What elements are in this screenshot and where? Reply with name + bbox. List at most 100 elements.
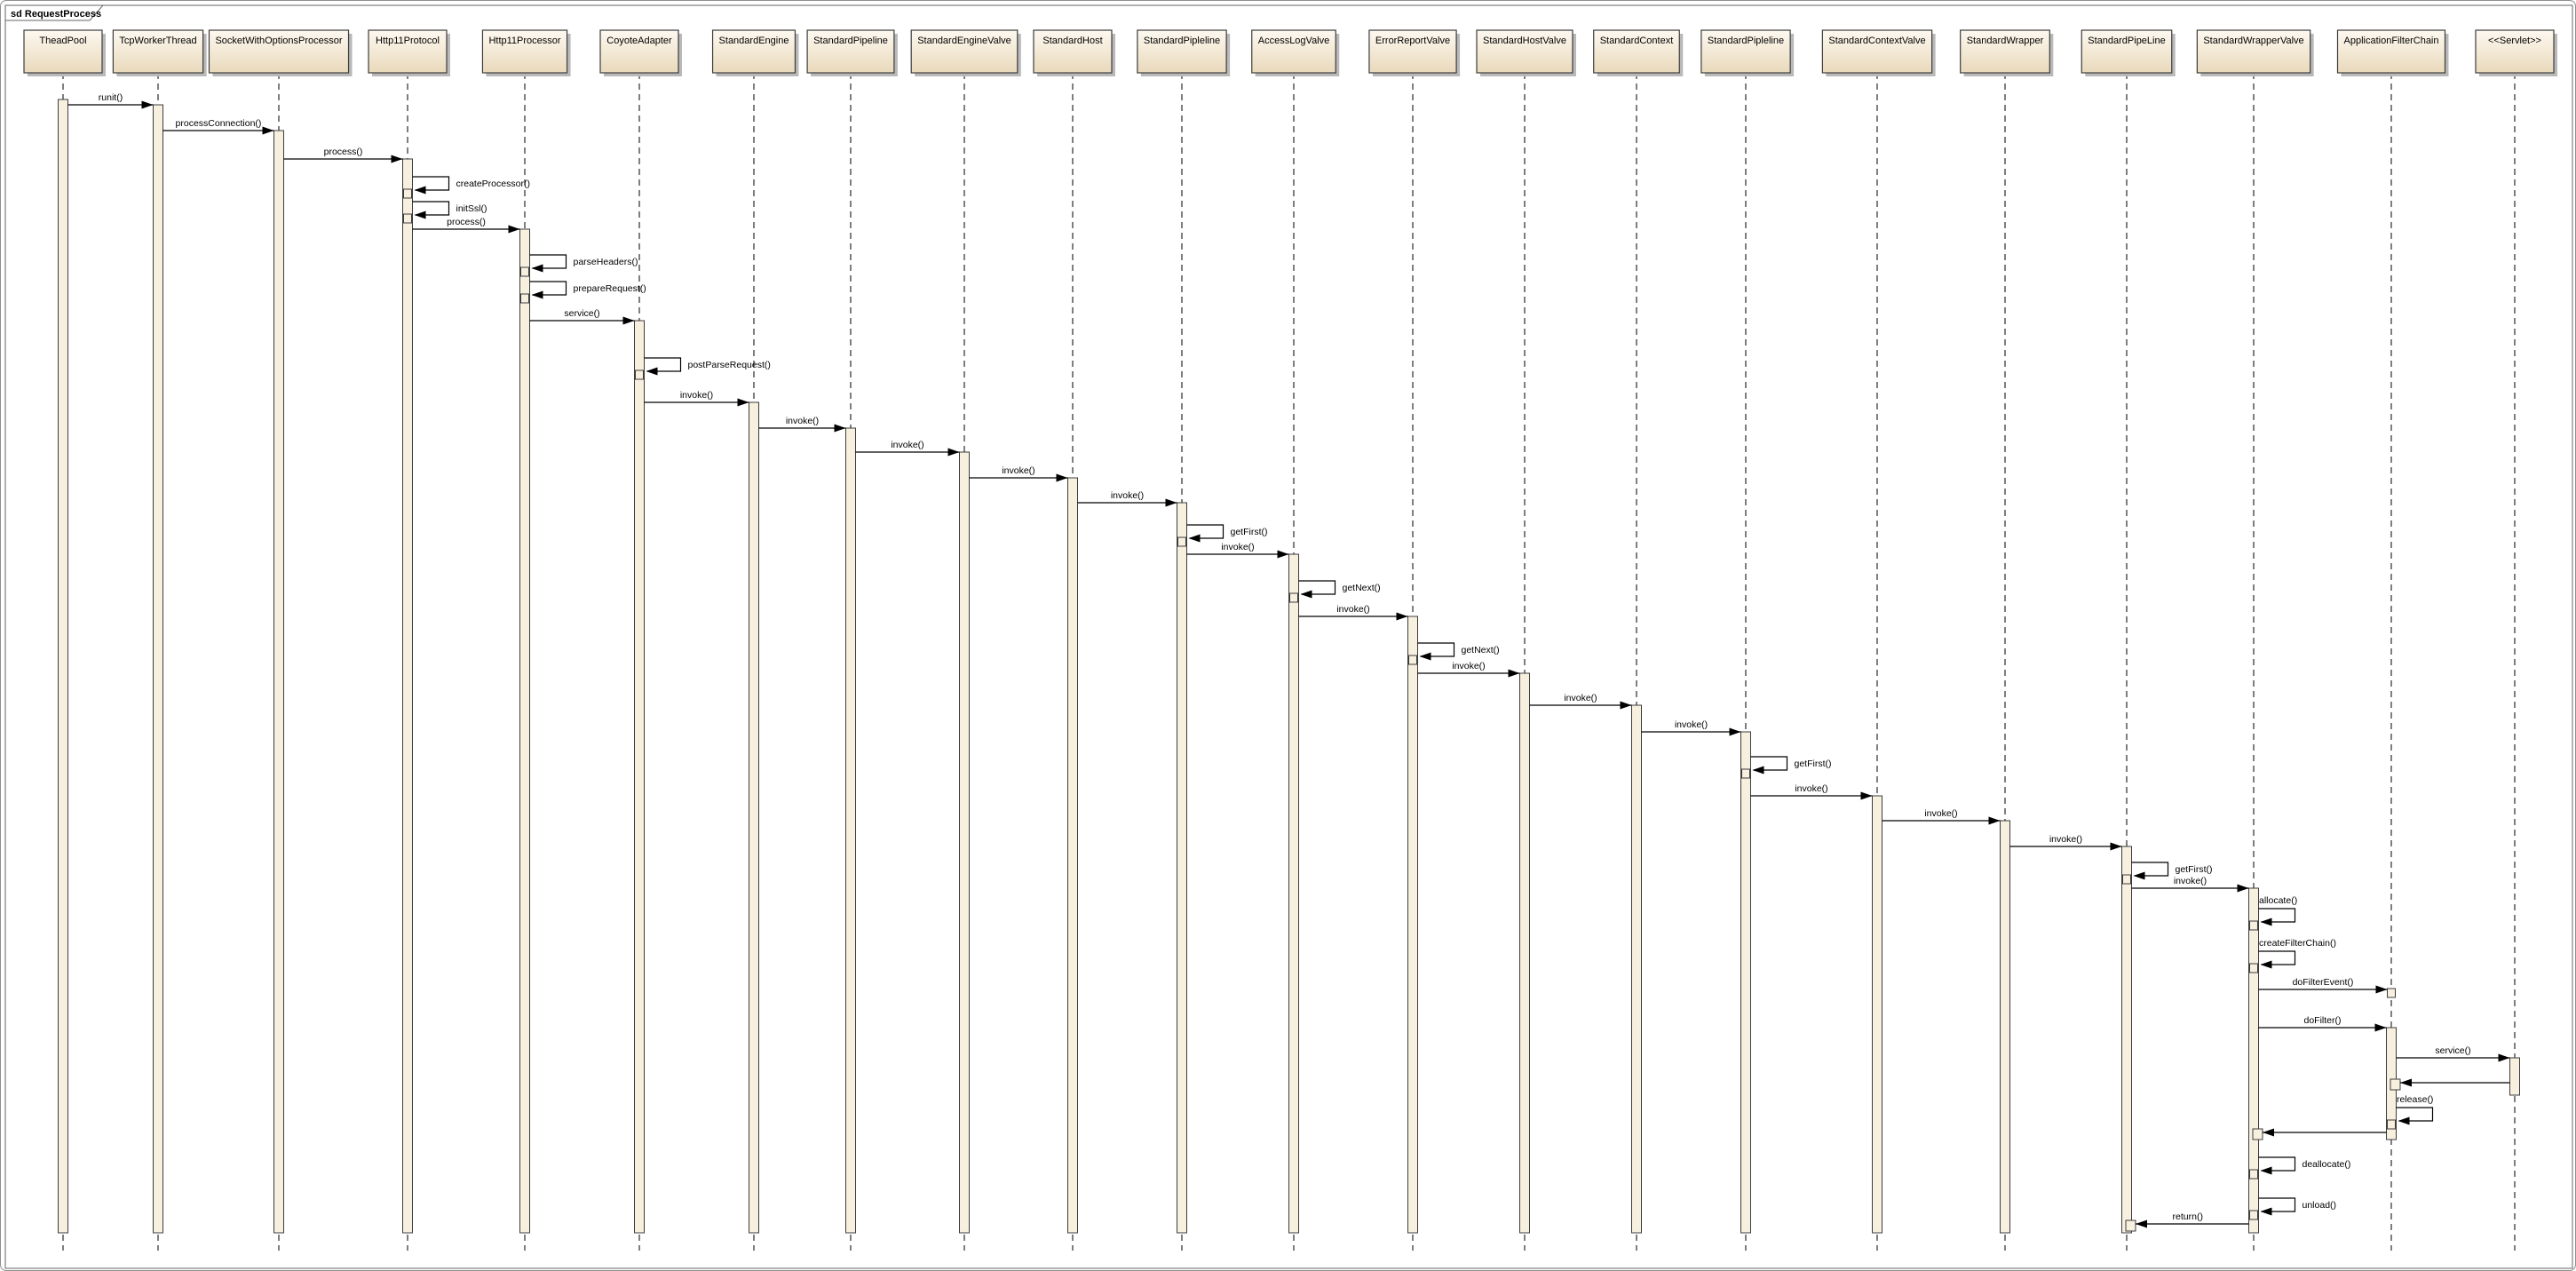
message-self: getNext() xyxy=(1289,580,1381,603)
message-label: invoke() xyxy=(1924,808,1957,819)
nested-activation-box xyxy=(2122,874,2131,885)
message-arrowhead xyxy=(414,211,426,219)
participant-name: <<Servlet>> xyxy=(2488,36,2541,46)
self-message-line xyxy=(1298,580,1336,595)
message-call: invoke() xyxy=(644,390,749,407)
message-arrowhead xyxy=(1988,816,2001,825)
activation-bar xyxy=(2509,1057,2520,1096)
participant-box: StandardPipleline xyxy=(1137,29,1231,76)
message-arrowhead xyxy=(622,316,635,325)
message-arrowhead xyxy=(391,155,403,163)
participant-rect xyxy=(1368,29,1457,74)
activation-bar xyxy=(959,451,970,1234)
activation-bar xyxy=(634,320,645,1234)
message-call: invoke() xyxy=(1529,693,1632,710)
message-self: getFirst() xyxy=(1177,524,1268,547)
participant-name: SocketWithOptionsProcessor xyxy=(215,36,342,46)
message-self: getFirst() xyxy=(1741,756,1832,779)
message-arrowhead xyxy=(2260,1166,2272,1175)
participant-rect xyxy=(1700,29,1791,74)
frame-tab xyxy=(4,4,105,21)
participant-name: StandardHostValve xyxy=(1483,36,1566,46)
participant-rect xyxy=(2336,29,2446,74)
self-message-line xyxy=(2258,908,2296,923)
message-label: invoke() xyxy=(1675,719,1708,730)
message-arrowhead xyxy=(141,100,154,109)
participant-name: TheadPool xyxy=(39,36,86,46)
message-label: release() xyxy=(2397,1094,2433,1105)
participant-rect xyxy=(1593,29,1680,74)
nested-activation-box xyxy=(2249,1210,2258,1220)
participant-name: ErrorReportValve xyxy=(1375,36,1450,46)
participant-box: Http11Processor xyxy=(481,29,571,76)
message-call: invoke() xyxy=(1882,808,2001,825)
nested-activation-box xyxy=(2387,988,2396,998)
message-call: invoke() xyxy=(1186,542,1289,559)
participant-box: StandardWrapper xyxy=(1960,29,2054,76)
message-self: createProcessor() xyxy=(403,176,530,199)
message-label: unload() xyxy=(2303,1200,2337,1211)
message-label: doFilterEvent() xyxy=(2293,977,2354,988)
activation-bar xyxy=(1631,704,1642,1234)
activation-bar xyxy=(845,427,856,1234)
participant-rect xyxy=(599,29,679,74)
message-self: createFilterChain() xyxy=(2249,938,2336,973)
participant-name: StandardContext xyxy=(1600,36,1674,46)
participant-name: Http11Processor xyxy=(488,36,560,46)
message-label: invoke() xyxy=(1795,783,1827,794)
message-call: invoke() xyxy=(1077,490,1177,507)
message-self: getNext() xyxy=(1408,642,1500,665)
message-label: service() xyxy=(564,308,599,319)
message-call: processConnection() xyxy=(162,118,274,135)
message-label: getFirst() xyxy=(1231,527,1268,537)
self-message-line xyxy=(2258,950,2296,965)
participant-name: StandardWrapper xyxy=(1967,36,2044,46)
participant-rect xyxy=(1476,29,1573,74)
participant-rect xyxy=(1960,29,2050,74)
participant-box: StandardHost xyxy=(1033,29,1115,76)
message-self: prepareRequest() xyxy=(520,281,646,304)
message-self: getFirst() xyxy=(2122,862,2213,885)
message-call: invoke() xyxy=(1417,661,1520,678)
message-arrowhead xyxy=(262,126,274,135)
participant-box: Http11Protocol xyxy=(368,29,450,76)
activation-bar xyxy=(749,401,759,1234)
participant-box: CoyoteAdapter xyxy=(599,29,682,76)
participant-name: StandardPipleline xyxy=(1144,36,1220,46)
message-self: postParseRequest() xyxy=(635,357,771,380)
message-self: unload() xyxy=(2249,1197,2337,1220)
message-return xyxy=(2252,1128,2387,1140)
activation-bar xyxy=(1519,672,1530,1234)
nested-activation-box xyxy=(403,188,412,199)
message-label: return() xyxy=(2173,1211,2203,1222)
activation-bar xyxy=(2121,846,2132,1234)
message-arrowhead xyxy=(1396,612,1408,621)
message-label: parseHeaders() xyxy=(574,257,638,267)
message-label: getNext() xyxy=(1462,645,1500,655)
message-arrowhead xyxy=(2110,842,2122,851)
message-arrowhead xyxy=(2260,960,2272,969)
nested-activation-box xyxy=(635,369,644,380)
message-self: allocate() xyxy=(2249,895,2297,931)
message-arrowhead xyxy=(1277,550,1289,559)
message-arrowhead xyxy=(531,264,543,273)
message-label: invoke() xyxy=(2174,876,2207,886)
message-label: service() xyxy=(2435,1045,2470,1056)
nested-activation-box xyxy=(520,266,529,277)
diagram-frame xyxy=(4,4,2573,1269)
message-arrowhead xyxy=(1508,669,1520,678)
participant-rect xyxy=(1033,29,1113,74)
nested-activation-box xyxy=(2249,920,2258,931)
message-label: processConnection() xyxy=(176,118,262,129)
message-arrowhead xyxy=(2260,1207,2272,1216)
message-label: process() xyxy=(447,217,486,227)
message-arrowhead xyxy=(1419,652,1431,661)
message-return: return() xyxy=(2125,1211,2249,1232)
message-call: invoke() xyxy=(758,416,846,433)
participant-rect xyxy=(1821,29,1933,74)
self-message-line xyxy=(1186,524,1225,539)
self-message-line xyxy=(412,176,450,191)
participant-box: StandardContext xyxy=(1593,29,1684,76)
participant-name: StandardEngineValve xyxy=(917,36,1011,46)
participant-name: StandardPipleline xyxy=(1708,36,1784,46)
